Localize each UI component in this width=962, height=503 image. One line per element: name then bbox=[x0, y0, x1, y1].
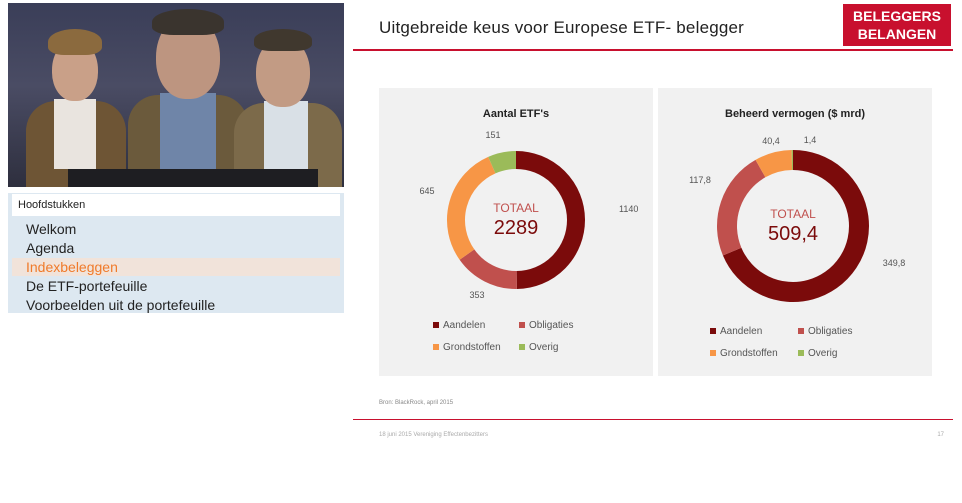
donut-slice-grondstoffen bbox=[447, 156, 496, 260]
donut-center-value: 509,4 bbox=[768, 223, 818, 245]
slice-value-label: 1140 bbox=[619, 204, 638, 214]
legend-item-grondstoffen: Grondstoffen bbox=[433, 342, 501, 353]
chapters-panel: Hoofdstukken Welkom Agenda Indexbeleggen… bbox=[8, 193, 344, 313]
chapter-item-voorbeelden[interactable]: Voorbeelden uit de portefeuille bbox=[26, 297, 216, 313]
chart-panel-count: Aantal ETF's 1140 353 645 151 TOTAAL 2289 Aan… bbox=[379, 88, 653, 376]
source-note: Bron: BlackRock, april 2015 bbox=[379, 400, 454, 406]
legend-item-aandelen: Aandelen bbox=[433, 320, 485, 331]
slice-value-label: 645 bbox=[419, 186, 434, 196]
legend-item-overig: Overig bbox=[798, 348, 837, 359]
donut-center-value: 2289 bbox=[494, 217, 539, 239]
slice-value-label: 353 bbox=[469, 290, 484, 300]
legend-item-obligaties: Obligaties bbox=[519, 320, 573, 331]
donut-slice-obligaties bbox=[459, 249, 518, 289]
slice-value-label: 117,8 bbox=[689, 175, 711, 185]
donut-center-label: TOTAAL bbox=[493, 201, 539, 215]
chapter-item-indexbeleggen[interactable]: Indexbeleggen bbox=[12, 258, 340, 276]
donut-slice-grondstoffen bbox=[755, 150, 793, 178]
chapter-item-welkom[interactable]: Welkom bbox=[26, 221, 77, 237]
slice-value-label: 151 bbox=[485, 130, 500, 140]
chart-panel-assets: Beheerd vermogen ($ mrd) 349,8 117,8 40,4 1… bbox=[658, 88, 932, 376]
slide-footer: 18 juni 2015 Vereniging Effectenbezitter… bbox=[379, 432, 488, 438]
chapter-item-etf-portefeuille[interactable]: De ETF-portefeuille bbox=[26, 278, 148, 294]
chapters-heading: Hoofdstukken bbox=[12, 194, 340, 216]
slide: Uitgebreide keus voor Europese ETF- bele… bbox=[353, 0, 962, 450]
presenter-video[interactable] bbox=[8, 3, 344, 187]
chapter-item-agenda[interactable]: Agenda bbox=[26, 240, 75, 256]
page-number: 17 bbox=[937, 432, 944, 438]
slice-value-label: 349,8 bbox=[883, 258, 906, 268]
donut-chart-count: 1140 353 645 151 TOTAAL 2289 bbox=[419, 130, 638, 300]
slice-value-label: 40,4 bbox=[762, 136, 780, 146]
donut-slice-aandelen bbox=[515, 151, 585, 289]
donut-slice-obligaties bbox=[717, 159, 766, 256]
desk bbox=[68, 169, 318, 187]
beleggers-belangen-logo: BELEGGERS BELANGEN bbox=[843, 4, 951, 46]
chart-title-count: Aantal ETF's bbox=[482, 108, 550, 120]
slice-value-label: 1,4 bbox=[804, 135, 817, 145]
legend-item-obligaties: Obligaties bbox=[798, 326, 852, 337]
slide-title: Uitgebreide keus voor Europese ETF- bele… bbox=[379, 18, 745, 37]
legend-item-overig: Overig bbox=[519, 342, 558, 353]
chart-title-assets: Beheerd vermogen ($ mrd) bbox=[725, 108, 865, 120]
footer-rule bbox=[353, 419, 953, 420]
donut-chart-assets: 349,8 117,8 40,4 1,4 TOTAAL 509,4 bbox=[689, 135, 906, 302]
legend-item-aandelen: Aandelen bbox=[710, 326, 762, 337]
donut-slice-overig bbox=[488, 151, 517, 174]
legend-item-grondstoffen: Grondstoffen bbox=[710, 348, 778, 359]
title-rule bbox=[353, 49, 953, 51]
donut-slice-aandelen bbox=[722, 150, 869, 302]
donut-center-label: TOTAAL bbox=[770, 207, 816, 221]
